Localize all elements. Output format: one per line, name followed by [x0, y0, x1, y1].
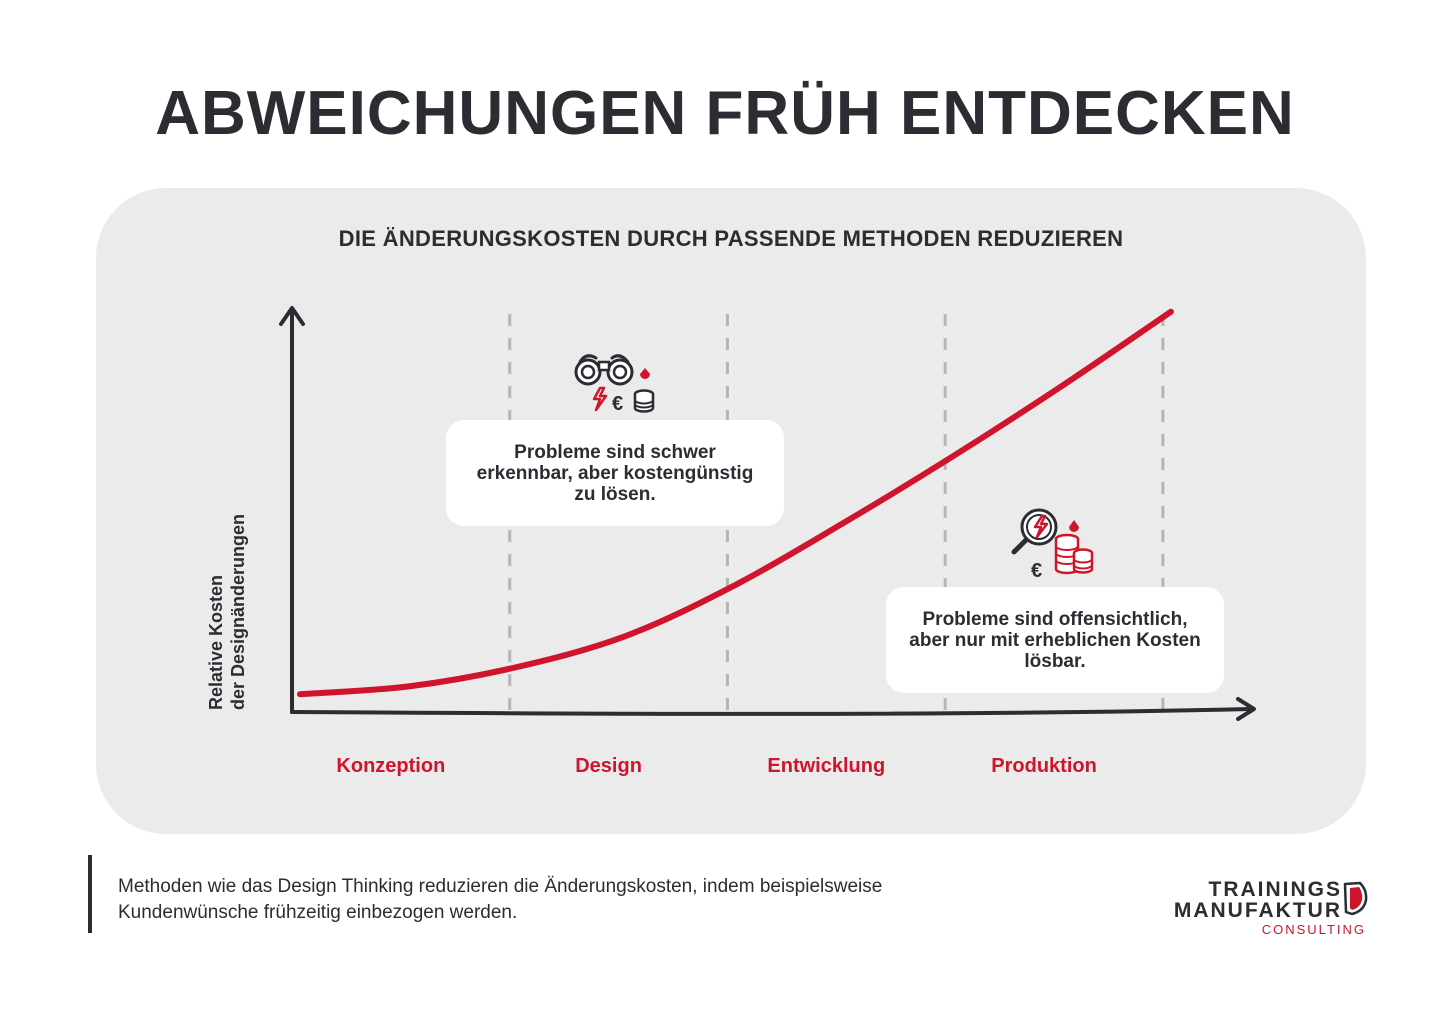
logo-line2: MANUFAKTUR: [1173, 899, 1342, 922]
y-axis-label-line1: Relative Kosten: [206, 575, 226, 710]
y-axis-arrowhead: [279, 306, 305, 326]
x-tick-label-konzeption: Konzeption: [336, 755, 445, 777]
logo-mark-icon: [1343, 881, 1368, 916]
page-title: ABWEICHUNGEN FRÜH ENTDECKEN: [155, 79, 1295, 148]
x-tick-label-produktion: Produktion: [991, 755, 1097, 777]
callout-early-line1: Probleme sind schwer: [514, 441, 716, 463]
binoculars-euro-coins-icon: €: [574, 354, 655, 414]
x-axis: [290, 707, 1252, 716]
callout-early-line2: erkennbar, aber kostengünstig: [476, 462, 754, 484]
callout-late-stage: Probleme sind offensichtlich, aber nur m…: [886, 587, 1224, 693]
callout-early-stage: Probleme sind schwer erkennbar, aber kos…: [446, 420, 784, 526]
footer-note: Methoden wie das Design Thinking reduzie…: [118, 874, 1018, 926]
footer-accent-bar: [88, 855, 92, 933]
y-axis-label-line2: der Designänderungen: [228, 514, 248, 710]
svg-text:€: €: [1031, 560, 1042, 581]
x-tick-label-entwicklung: Entwicklung: [767, 755, 885, 777]
callout-late-line1: Probleme sind offensichtlich,: [922, 608, 1188, 630]
cost-curve-series: [297, 308, 1174, 698]
x-axis-arrowhead: [1236, 697, 1256, 721]
logo-line1: TRAININGS: [1208, 878, 1342, 901]
footer-line2: Kundenwünsche frühzeitig einbezogen werd…: [118, 902, 518, 923]
magnifier-euro-coins-icon: €: [1011, 508, 1094, 581]
callout-late-line3: lösbar.: [1024, 650, 1086, 672]
svg-text:€: €: [612, 393, 623, 414]
company-logo: TRAININGS MANUFAKTUR CONSULTING: [1160, 878, 1390, 938]
callout-early-line3: zu lösen.: [574, 483, 656, 505]
footer-line1: Methoden wie das Design Thinking reduzie…: [118, 876, 883, 897]
callout-late-line2: aber nur mit erheblichen Kosten: [909, 629, 1201, 651]
chart-title: DIE ÄNDERUNGSKOSTEN DURCH PASSENDE METHO…: [338, 226, 1124, 251]
logo-line3: CONSULTING: [1261, 922, 1366, 937]
x-tick-label-design: Design: [575, 755, 642, 777]
